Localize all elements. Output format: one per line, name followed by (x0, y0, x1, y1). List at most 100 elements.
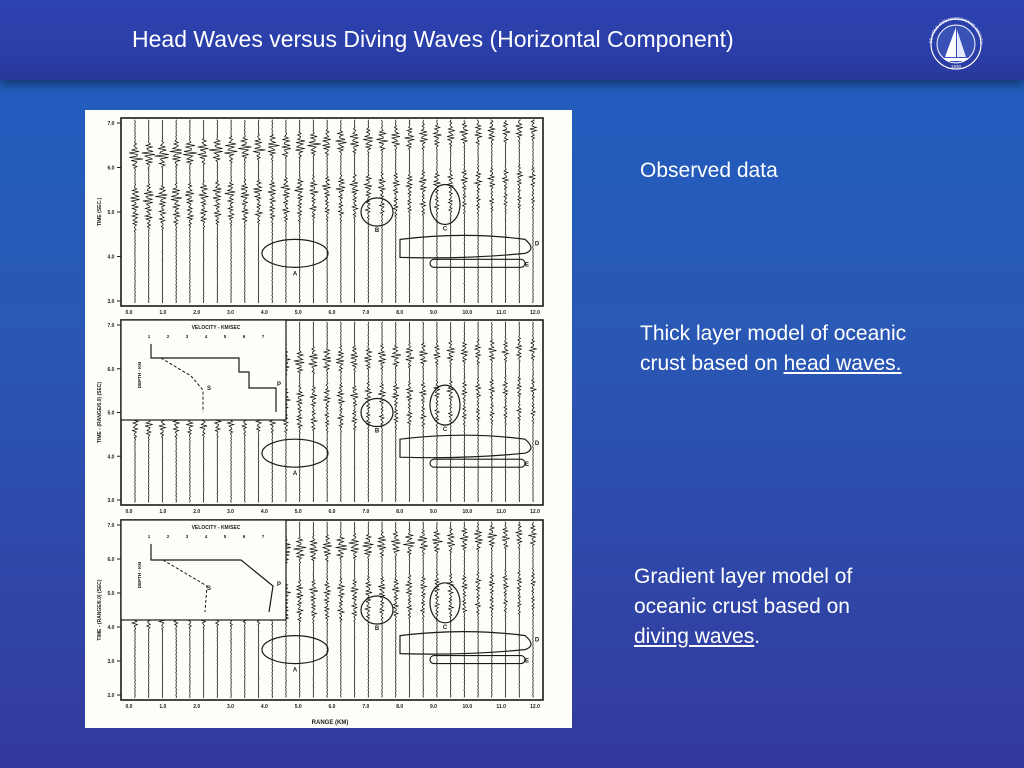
y-tick-label: 4.0 (108, 454, 115, 460)
seismic-trace (404, 119, 415, 304)
seismic-trace (418, 119, 429, 304)
y-tick-label: 4.0 (108, 625, 115, 631)
inset-tick-label: 1 (148, 334, 151, 339)
seismic-trace (186, 419, 195, 503)
y-axis-label: TIME (SEC.) (97, 198, 103, 227)
seismic-trace (432, 119, 442, 304)
x-tick-label: 7.0 (362, 509, 369, 515)
logo-year: 1930 (951, 64, 962, 69)
seismic-trace (362, 119, 374, 304)
seismic-trace (224, 119, 238, 304)
inset-tick-label: 2 (167, 334, 170, 339)
x-tick-label: 2.0 (193, 509, 200, 515)
y-tick-label: 7.0 (108, 323, 115, 329)
marker-label-e: E (525, 462, 529, 468)
seismic-trace (128, 119, 144, 304)
seismic-trace (213, 419, 223, 503)
x-tick-label: 9.0 (430, 310, 437, 316)
inset-tick-label: 3 (186, 534, 189, 539)
marker-a-loop (261, 438, 329, 468)
seismic-trace (364, 321, 373, 503)
seismic-trace (294, 119, 306, 304)
x-tick-label: 6.0 (329, 509, 336, 515)
seismic-trace (432, 521, 443, 698)
x-tick-label: 11.0 (496, 310, 506, 316)
seismic-trace (256, 619, 261, 699)
marker-label-e: E (525, 659, 529, 665)
inset-tick-label: 3 (186, 334, 189, 339)
x-tick-label: 9.0 (430, 704, 437, 710)
p-wave-profile (150, 344, 277, 412)
seismic-trace (377, 321, 387, 503)
seismic-trace (208, 119, 223, 304)
seismic-trace (417, 521, 428, 698)
seismic-trace (238, 119, 252, 304)
marker-e-loop (429, 655, 526, 665)
seismic-trace (157, 619, 166, 699)
x-tick-label: 10.0 (462, 509, 472, 515)
x-tick-label: 12.0 (530, 310, 540, 316)
seismic-trace (432, 321, 441, 503)
seismic-trace (171, 419, 181, 503)
inset-p-label: P (277, 582, 281, 588)
thick-prefix: crust based on (640, 352, 784, 375)
seismic-trace (348, 521, 360, 698)
x-tick-label: 11.0 (496, 704, 506, 710)
seismic-trace (200, 619, 207, 699)
y-tick-label: 3.0 (108, 299, 115, 305)
seismic-trace (141, 119, 155, 304)
x-tick-label: 6.0 (329, 310, 336, 316)
x-tick-label: 4.0 (261, 704, 268, 710)
seismic-trace (309, 521, 319, 698)
x-tick-label: 12.0 (530, 509, 540, 515)
seismic-trace (335, 521, 348, 698)
seismic-trace (349, 119, 360, 304)
inset-title: VELOCITY - KM/SEC (192, 525, 241, 531)
inset-tick-label: 7 (262, 534, 265, 539)
seismic-trace (242, 619, 248, 699)
y-tick-label: 7.0 (108, 523, 115, 529)
note-thick-layer: Thick layer model of oceanic crust based… (640, 319, 906, 379)
x-tick-label: 10.0 (462, 310, 472, 316)
seismic-trace (199, 419, 208, 503)
head-waves-link[interactable]: head waves. (783, 352, 902, 375)
inset-tick-label: 4 (205, 334, 208, 339)
marker-e-loop (429, 258, 526, 268)
seismic-trace (254, 419, 263, 503)
marker-d-loop (399, 234, 532, 259)
thick-line-1: Thick layer model of oceanic (640, 322, 907, 345)
x-axis-label: RANGE (KM) (312, 720, 349, 726)
x-tick-label: 10.0 (462, 704, 472, 710)
title-bar: Head Waves versus Diving Waves (Horizont… (0, 0, 1024, 80)
inset-title: VELOCITY - KM/SEC (192, 325, 241, 331)
seismic-trace (321, 119, 331, 304)
seismic-trace (445, 321, 456, 503)
x-tick-label: 4.0 (261, 310, 268, 316)
x-tick-label: 3.0 (227, 704, 234, 710)
x-tick-label: 12.0 (530, 704, 540, 710)
marker-label-c: C (443, 427, 448, 433)
seismic-trace (293, 521, 307, 698)
seismic-trace (280, 119, 291, 304)
seismic-trace (527, 119, 538, 304)
x-tick-label: 0.0 (126, 704, 133, 710)
y-tick-label: 3.0 (108, 659, 115, 665)
marker-d-loop (399, 631, 532, 655)
y-tick-label: 3.0 (108, 498, 115, 504)
marker-a-loop (261, 634, 329, 665)
seismic-trace (197, 119, 209, 304)
y-tick-label: 6.0 (108, 166, 115, 172)
marker-label-a: A (293, 471, 298, 477)
diving-waves-link[interactable]: diving waves (634, 625, 755, 648)
seismic-trace (487, 521, 497, 698)
seismic-trace (460, 321, 469, 503)
seismic-trace (268, 419, 277, 503)
x-tick-label: 8.0 (396, 310, 403, 316)
thick-line-2: crust based on head waves. (640, 349, 906, 379)
inset-tick-label: 5 (224, 334, 227, 339)
seismic-trace (362, 521, 374, 698)
marker-label-c: C (443, 226, 448, 232)
marker-label-a: A (293, 668, 298, 674)
note-gradient-layer: Gradient layer model of oceanic crust ba… (634, 562, 852, 652)
note-observed: Observed data (640, 156, 778, 186)
